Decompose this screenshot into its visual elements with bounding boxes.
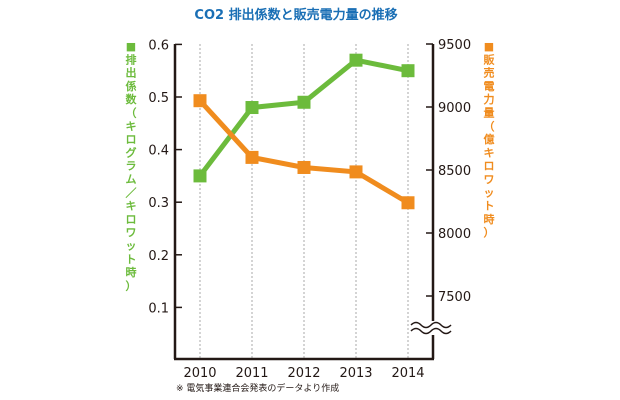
x-tick-label: 2010: [183, 366, 216, 381]
left-tick-label: 0.3: [148, 196, 169, 211]
right-tick-label: 7500: [438, 290, 471, 305]
right-tick-label: 9500: [438, 38, 471, 53]
data-point: [349, 165, 363, 179]
axis-break-icon: [410, 321, 454, 335]
x-tick-label: 2013: [339, 366, 372, 381]
data-point: [401, 64, 415, 78]
x-tick-label: 2011: [235, 366, 268, 381]
right-axis-label: ■販売電力量（億キロワット時）: [484, 40, 496, 239]
data-point: [349, 53, 363, 67]
data-point: [401, 196, 415, 210]
left-axis-label: ■排出係数（キログラム／キロワット時）: [126, 40, 138, 292]
left-tick-label: 0.2: [148, 249, 169, 264]
data-point: [193, 169, 207, 183]
left-tick-label: 0.5: [148, 91, 169, 106]
source-note: ※ 電気事業連合会発表のデータより作成: [176, 382, 339, 394]
right-tick-label: 8500: [438, 164, 471, 179]
right-tick-label: 8000: [438, 227, 471, 242]
grid: [199, 44, 409, 358]
data-point: [245, 150, 259, 164]
left-tick-label: 0.4: [148, 144, 169, 159]
x-tick-label: 2012: [287, 366, 320, 381]
left-tick-label: 0.1: [148, 301, 169, 316]
data-point: [297, 95, 311, 109]
data-point: [193, 94, 207, 108]
right-tick-label: 9000: [438, 101, 471, 116]
x-tick-label: 2014: [391, 366, 424, 381]
data-point: [245, 101, 259, 115]
left-tick-label: 0.6: [148, 38, 169, 53]
data-point: [297, 160, 311, 174]
chart-title: CO2 排出係数と販売電力量の推移: [194, 7, 397, 23]
